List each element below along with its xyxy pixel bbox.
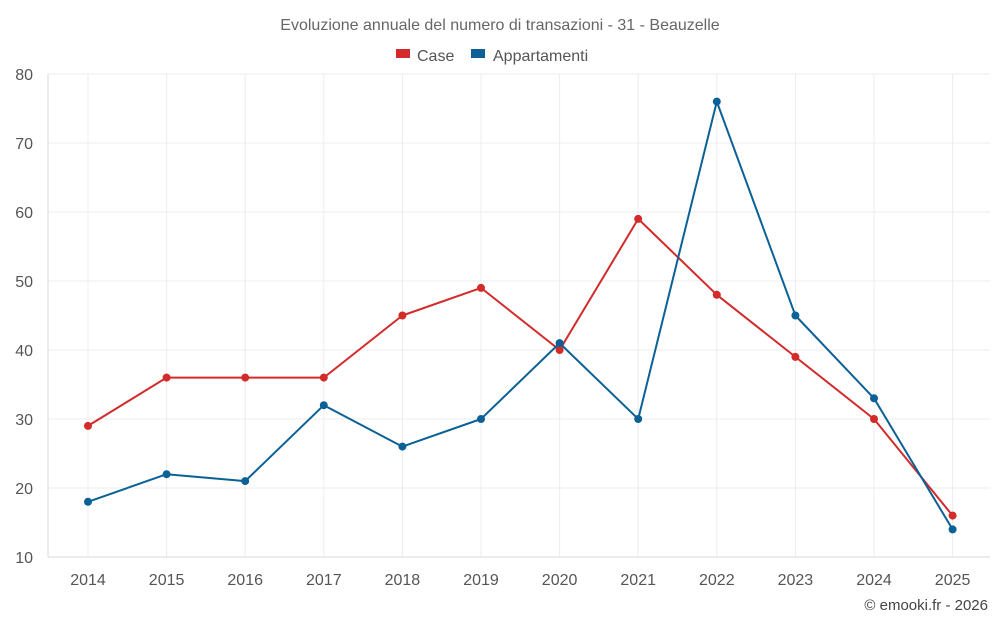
legend-item-appartamenti[interactable]: Appartamenti <box>471 48 588 65</box>
x-tick-label: 2023 <box>778 572 814 589</box>
data-point-case[interactable] <box>712 290 721 299</box>
chart-title: Evoluzione annuale del numero di transaz… <box>280 17 719 34</box>
legend-label-appartamenti: Appartamenti <box>493 48 588 65</box>
data-point-appartamenti[interactable] <box>948 525 957 534</box>
x-tick-label: 2022 <box>699 572 735 589</box>
legend-label-case: Case <box>417 48 454 65</box>
y-tick-label: 40 <box>15 343 33 360</box>
y-tick-label: 10 <box>15 550 33 567</box>
data-point-case[interactable] <box>870 415 878 423</box>
data-point-appartamenti[interactable] <box>555 339 564 348</box>
data-point-appartamenti[interactable] <box>712 97 721 106</box>
legend-swatch-appartamenti <box>471 49 485 58</box>
data-point-appartamenti[interactable] <box>398 442 407 451</box>
y-axis-ticks: 10 20 30 40 50 60 70 80 <box>15 67 33 567</box>
data-point-case[interactable] <box>162 373 171 382</box>
data-point-appartamenti[interactable] <box>870 394 878 403</box>
data-point-appartamenti[interactable] <box>241 477 250 486</box>
data-point-appartamenti[interactable] <box>477 415 485 423</box>
x-axis-ticks: 2014 2015 2016 2017 2018 2019 2020 2021 2022 2023… <box>70 572 970 589</box>
x-tick-label: 2024 <box>856 572 892 589</box>
x-tick-label: 2021 <box>620 572 656 589</box>
series-case <box>84 214 957 520</box>
y-tick-label: 20 <box>15 481 33 498</box>
series-line-case <box>87 217 954 517</box>
credit-text: © emooki.fr - 2026 <box>864 597 988 614</box>
y-tick-label: 60 <box>15 205 33 222</box>
data-point-case[interactable] <box>319 373 328 382</box>
data-point-appartamenti[interactable] <box>84 497 92 506</box>
data-point-case[interactable] <box>948 511 957 520</box>
data-point-case[interactable] <box>398 311 407 320</box>
series-line-appartamenti <box>87 100 954 530</box>
data-point-case[interactable] <box>241 373 250 382</box>
data-point-case[interactable] <box>634 214 643 223</box>
x-tick-label: 2016 <box>227 572 263 589</box>
data-point-appartamenti[interactable] <box>319 401 328 410</box>
data-point-case[interactable] <box>555 346 564 354</box>
grid <box>47 73 990 558</box>
x-tick-label: 2014 <box>70 572 106 589</box>
data-point-case[interactable] <box>477 283 485 292</box>
legend-item-case[interactable]: Case <box>396 48 454 65</box>
legend-swatch-case <box>396 49 410 58</box>
data-point-appartamenti[interactable] <box>162 470 171 479</box>
y-tick-label: 80 <box>15 67 33 84</box>
y-tick-label: 70 <box>15 136 33 153</box>
data-point-appartamenti[interactable] <box>634 415 643 423</box>
series <box>84 97 957 534</box>
series-appartamenti <box>84 97 957 534</box>
data-point-case[interactable] <box>791 352 800 361</box>
x-tick-label: 2015 <box>149 572 185 589</box>
x-tick-label: 2019 <box>463 572 499 589</box>
y-tick-label: 30 <box>15 412 33 429</box>
data-point-appartamenti[interactable] <box>791 311 800 320</box>
x-tick-label: 2018 <box>385 572 421 589</box>
y-tick-label: 50 <box>15 274 33 291</box>
x-tick-label: 2025 <box>935 572 971 589</box>
data-point-case[interactable] <box>84 421 92 430</box>
x-tick-label: 2017 <box>306 572 342 589</box>
legend[interactable]: Case Appartamenti <box>396 48 588 65</box>
x-tick-label: 2020 <box>542 572 578 589</box>
